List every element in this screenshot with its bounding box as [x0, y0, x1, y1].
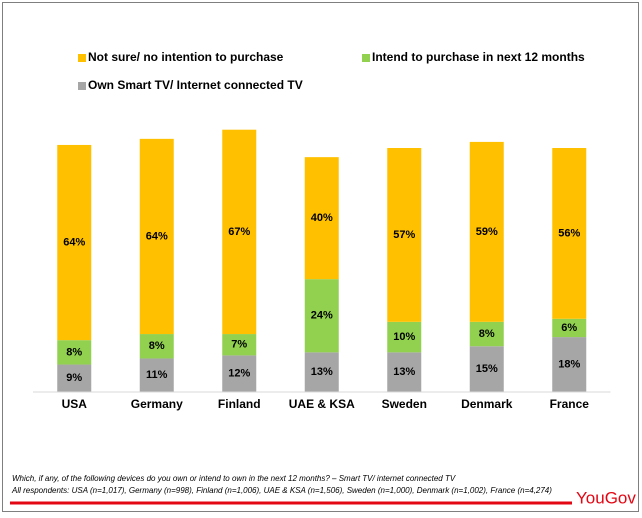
value-label: 12% — [228, 368, 250, 380]
bar-segment — [469, 346, 504, 392]
bar-segment — [139, 138, 174, 335]
bar-segment — [57, 340, 92, 365]
value-label: 57% — [393, 229, 415, 241]
value-label: 67% — [228, 226, 250, 238]
x-tick-label: USA — [62, 397, 88, 411]
x-tick-label: Sweden — [382, 397, 427, 411]
value-label: 64% — [146, 230, 168, 242]
bar-segment — [552, 148, 587, 319]
value-label: 18% — [558, 358, 580, 370]
value-label: 15% — [476, 363, 498, 375]
bar-segment — [57, 144, 92, 341]
value-label: 8% — [149, 340, 165, 352]
bar-segment — [222, 129, 257, 335]
x-tick-label: France — [550, 397, 590, 411]
x-tick-label: Denmark — [461, 397, 513, 411]
legend-label: Intend to purchase in next 12 months — [372, 50, 585, 64]
value-label: 6% — [561, 322, 577, 334]
bar-segment — [139, 358, 174, 392]
value-label: 9% — [66, 372, 82, 384]
footnote: All respondents: USA (n=1,017), Germany … — [11, 486, 552, 495]
bar-segment — [552, 337, 587, 392]
legend-label: Not sure/ no intention to purchase — [88, 50, 284, 64]
bar-segment — [304, 352, 339, 392]
bar-segment — [552, 318, 587, 338]
value-label: 8% — [479, 328, 495, 340]
value-label: 59% — [476, 226, 498, 238]
value-label: 13% — [311, 366, 333, 378]
bar-segment — [469, 321, 504, 347]
logo: YouGov — [576, 488, 636, 507]
value-label: 10% — [393, 331, 415, 343]
x-tick-label: UAE & KSA — [289, 397, 355, 411]
legend-swatch — [362, 54, 370, 62]
value-label: 24% — [311, 310, 333, 322]
bar-segment — [304, 157, 339, 280]
value-label: 64% — [63, 236, 85, 248]
bar-segment — [387, 321, 422, 353]
value-label: 40% — [311, 212, 333, 224]
x-tick-label: Germany — [131, 397, 183, 411]
bar-segment — [387, 148, 422, 322]
bar-segment — [139, 334, 174, 359]
value-label: 11% — [146, 369, 168, 381]
bar-segment — [387, 352, 422, 392]
value-label: 56% — [558, 227, 580, 239]
value-label: 8% — [66, 346, 82, 358]
bar-segment — [222, 355, 257, 392]
bar-segment — [222, 334, 257, 356]
bar-segment — [304, 279, 339, 353]
legend-swatch — [78, 54, 86, 62]
footnote: Which, if any, of the following devices … — [12, 474, 456, 483]
legend-label: Own Smart TV/ Internet connected TV — [88, 78, 303, 92]
value-label: 13% — [393, 366, 415, 378]
value-label: 7% — [231, 339, 247, 351]
legend-swatch — [78, 82, 86, 90]
bar-segment — [469, 141, 504, 322]
x-tick-label: Finland — [218, 397, 261, 411]
bar-segment — [57, 364, 92, 392]
